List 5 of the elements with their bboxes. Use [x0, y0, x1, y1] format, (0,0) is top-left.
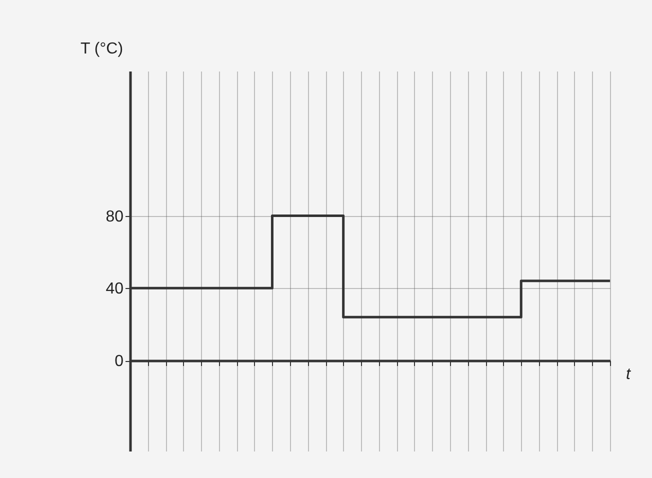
- y-tick-label: 40: [106, 280, 124, 298]
- y-tick-label: 0: [114, 353, 124, 370]
- x-axis-title: t: [626, 366, 632, 384]
- y-axis-title: T (°C): [80, 40, 124, 58]
- y-tick-label: 80: [106, 208, 124, 226]
